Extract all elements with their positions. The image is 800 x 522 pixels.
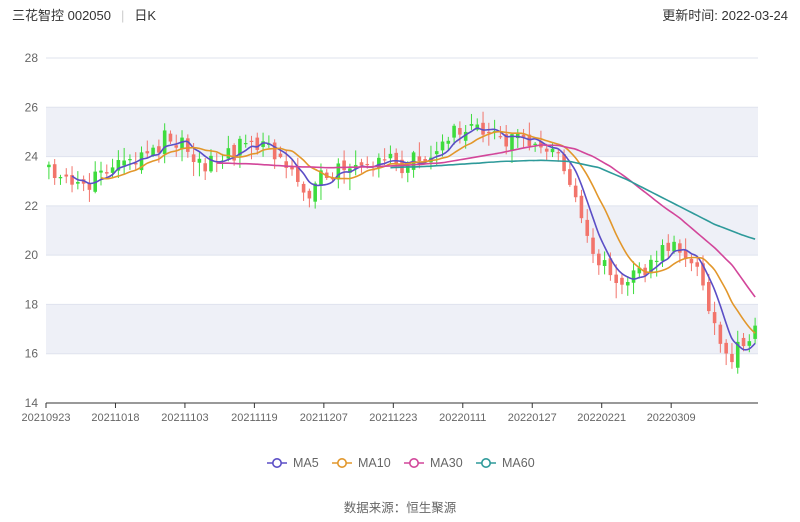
svg-text:18: 18 <box>25 297 39 311</box>
svg-text:20211207: 20211207 <box>300 412 348 424</box>
svg-text:MA60: MA60 <box>502 456 535 470</box>
svg-text:MA5: MA5 <box>293 456 319 470</box>
svg-text:20211103: 20211103 <box>161 412 208 424</box>
svg-text:20220127: 20220127 <box>508 412 557 424</box>
svg-text:20211119: 20211119 <box>231 412 278 424</box>
svg-text:MA30: MA30 <box>430 456 463 470</box>
svg-text:20220221: 20220221 <box>577 412 626 424</box>
svg-text:20210923: 20210923 <box>22 412 71 424</box>
svg-text:22: 22 <box>25 199 39 213</box>
svg-text:20211018: 20211018 <box>91 412 139 424</box>
svg-text:MA10: MA10 <box>358 456 391 470</box>
svg-text:16: 16 <box>25 347 39 361</box>
svg-text:26: 26 <box>25 100 39 114</box>
svg-text:20220309: 20220309 <box>647 412 696 424</box>
svg-text:20: 20 <box>25 248 39 262</box>
svg-text:24: 24 <box>25 150 39 164</box>
svg-text:14: 14 <box>25 396 39 410</box>
svg-text:20220111: 20220111 <box>439 412 486 424</box>
svg-text:20211223: 20211223 <box>369 412 417 424</box>
svg-text:28: 28 <box>25 51 39 65</box>
